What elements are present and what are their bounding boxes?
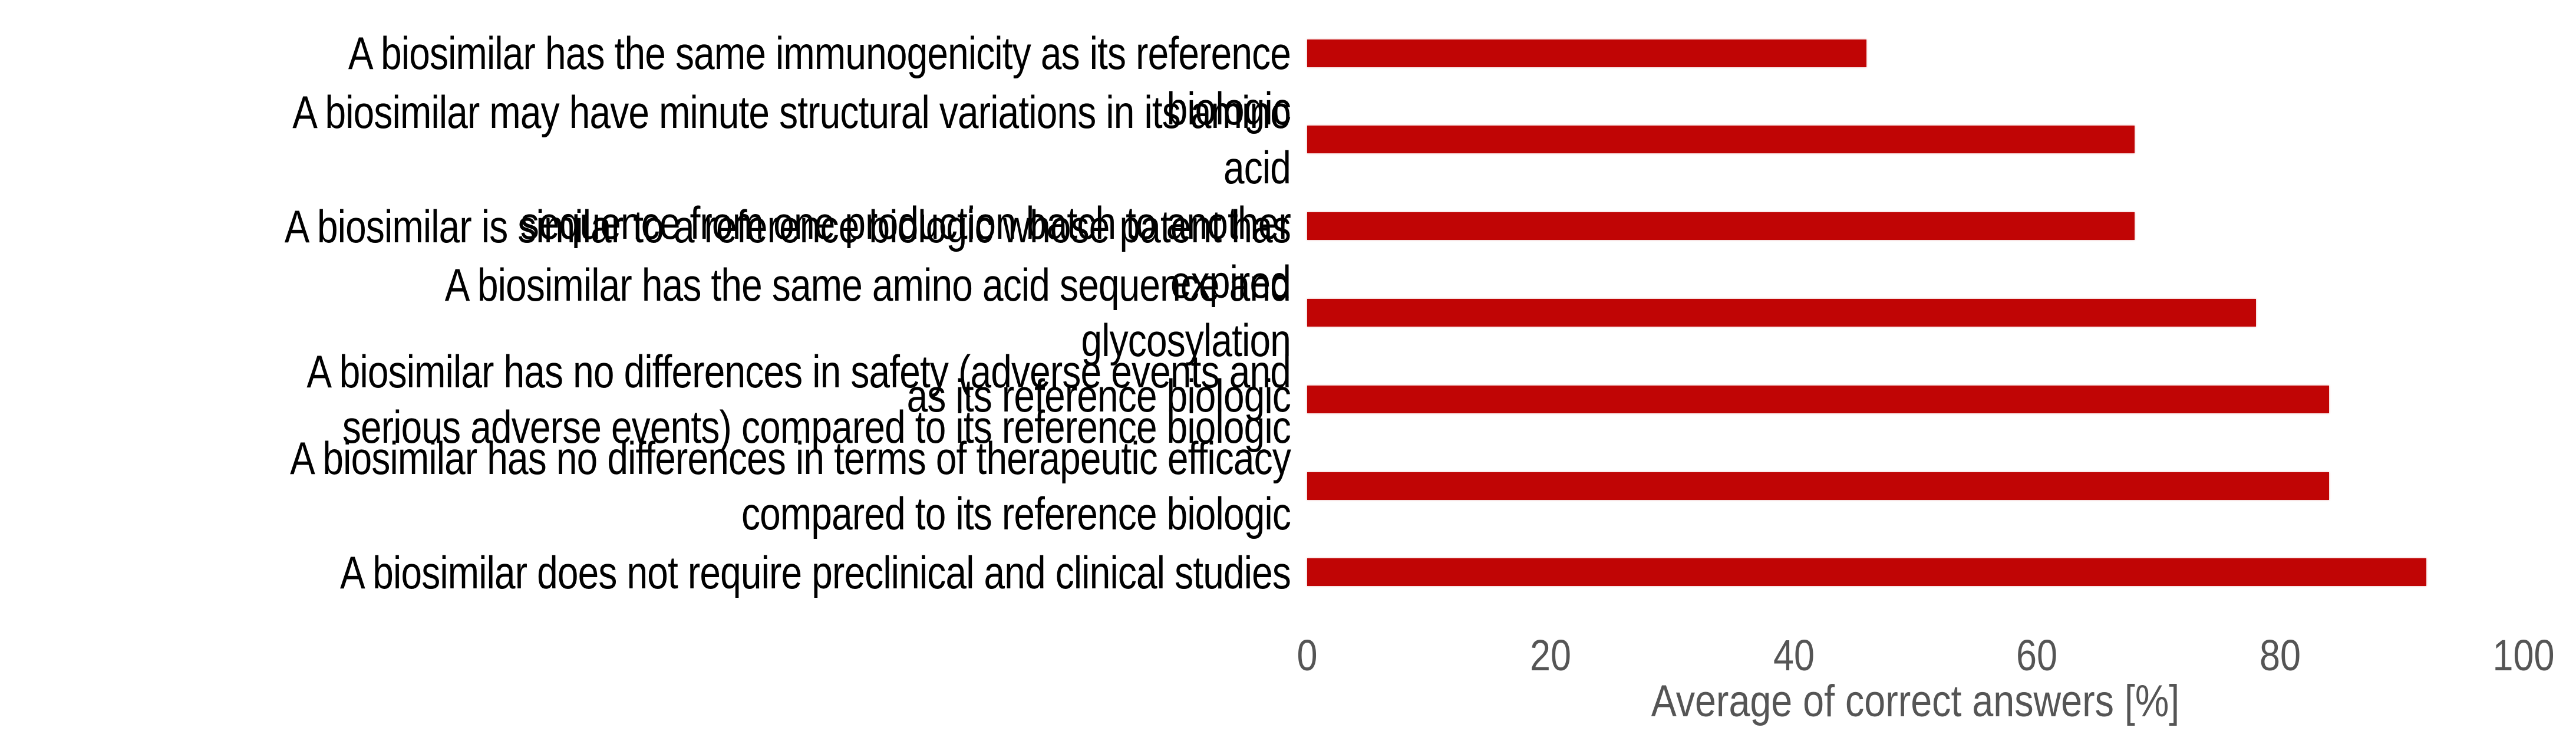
x-tick-label: 100 [2492, 631, 2555, 680]
x-tick-label: 20 [1529, 631, 1571, 680]
category-label: A biosimilar has the same amino acid seq… [444, 259, 1291, 422]
bar [1307, 472, 2329, 500]
bar [1307, 126, 2135, 154]
bar [1307, 298, 2256, 327]
bar [1307, 212, 2135, 241]
x-tick-label: 40 [1773, 631, 1815, 680]
category-label: A biosimilar is similar to a reference b… [284, 200, 1291, 308]
bar [1307, 39, 1867, 67]
x-tick-label: 60 [2016, 631, 2058, 680]
category-label: A biosimilar has no differences in terms… [290, 432, 1291, 539]
bar [1307, 558, 2426, 587]
category-label: A biosimilar does not require preclinica… [340, 546, 1291, 598]
bar [1307, 385, 2329, 413]
category-label: A biosimilar may have minute structural … [292, 85, 1291, 249]
category-label: A biosimilar has no differences in safet… [306, 345, 1291, 453]
category-label: A biosimilar has the same immunogenicity… [348, 27, 1291, 134]
x-tick-label: 80 [2260, 631, 2301, 680]
x-axis-title: Average of correct answers [%] [1651, 676, 2180, 726]
x-tick-label: 0 [1297, 631, 1318, 680]
